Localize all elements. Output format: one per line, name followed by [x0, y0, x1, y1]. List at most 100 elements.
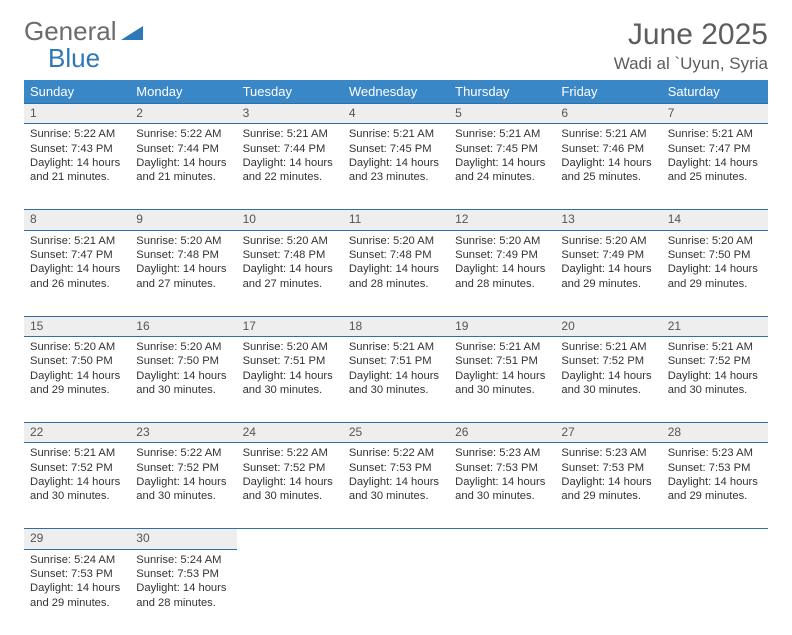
daylight-text: Daylight: 14 hours [349, 369, 443, 383]
daylight-text: and 29 minutes. [561, 489, 655, 503]
daylight-text: Daylight: 14 hours [136, 262, 230, 276]
weekday-header: Thursday [449, 80, 555, 104]
sunset-text: Sunset: 7:48 PM [349, 248, 443, 262]
daynum-row: 891011121314 [24, 210, 768, 230]
day-cell: Sunrise: 5:20 AMSunset: 7:48 PMDaylight:… [237, 230, 343, 316]
day-number: 6 [561, 106, 568, 120]
day-number-cell: 23 [130, 423, 236, 443]
day-number-cell: 16 [130, 316, 236, 336]
day-number-cell: 25 [343, 423, 449, 443]
daylight-text: Daylight: 14 hours [668, 475, 762, 489]
day-cell: Sunrise: 5:23 AMSunset: 7:53 PMDaylight:… [555, 443, 661, 529]
day-number-cell: 29 [24, 529, 130, 549]
day-number: 16 [136, 319, 149, 333]
day-number-cell: 7 [662, 104, 768, 124]
day-number: 21 [668, 319, 681, 333]
day-cell: Sunrise: 5:22 AMSunset: 7:44 PMDaylight:… [130, 124, 236, 210]
sunset-text: Sunset: 7:52 PM [561, 354, 655, 368]
daylight-text: and 30 minutes. [30, 489, 124, 503]
daylight-text: and 29 minutes. [30, 383, 124, 397]
day-cell: Sunrise: 5:20 AMSunset: 7:50 PMDaylight:… [24, 337, 130, 423]
daylight-text: and 30 minutes. [349, 383, 443, 397]
sunset-text: Sunset: 7:48 PM [136, 248, 230, 262]
daylight-text: and 27 minutes. [243, 277, 337, 291]
day-number: 25 [349, 425, 362, 439]
week-row: Sunrise: 5:24 AMSunset: 7:53 PMDaylight:… [24, 549, 768, 635]
daynum-row: 1234567 [24, 104, 768, 124]
day-number: 23 [136, 425, 149, 439]
daylight-text: and 22 minutes. [243, 170, 337, 184]
sunset-text: Sunset: 7:50 PM [30, 354, 124, 368]
daylight-text: Daylight: 14 hours [30, 262, 124, 276]
day-number: 2 [136, 106, 143, 120]
daynum-row: 15161718192021 [24, 316, 768, 336]
day-number: 28 [668, 425, 681, 439]
sunrise-text: Sunrise: 5:20 AM [455, 234, 549, 248]
sunrise-text: Sunrise: 5:22 AM [136, 127, 230, 141]
sunset-text: Sunset: 7:47 PM [30, 248, 124, 262]
page-subtitle: Wadi al `Uyun, Syria [614, 54, 768, 74]
daylight-text: Daylight: 14 hours [349, 156, 443, 170]
day-number-cell [237, 529, 343, 549]
day-number-cell: 2 [130, 104, 236, 124]
day-number-cell: 13 [555, 210, 661, 230]
sunrise-text: Sunrise: 5:23 AM [561, 446, 655, 460]
sunset-text: Sunset: 7:51 PM [455, 354, 549, 368]
sunset-text: Sunset: 7:52 PM [243, 461, 337, 475]
sunrise-text: Sunrise: 5:21 AM [455, 340, 549, 354]
sunrise-text: Sunrise: 5:23 AM [455, 446, 549, 460]
day-number-cell: 5 [449, 104, 555, 124]
sunset-text: Sunset: 7:48 PM [243, 248, 337, 262]
day-number: 8 [30, 212, 37, 226]
daylight-text: and 25 minutes. [668, 170, 762, 184]
day-cell: Sunrise: 5:22 AMSunset: 7:53 PMDaylight:… [343, 443, 449, 529]
sunset-text: Sunset: 7:43 PM [30, 142, 124, 156]
sunrise-text: Sunrise: 5:21 AM [349, 127, 443, 141]
day-cell: Sunrise: 5:20 AMSunset: 7:51 PMDaylight:… [237, 337, 343, 423]
daylight-text: and 30 minutes. [243, 383, 337, 397]
day-number-cell: 6 [555, 104, 661, 124]
day-cell: Sunrise: 5:21 AMSunset: 7:51 PMDaylight:… [449, 337, 555, 423]
calendar-page: General Blue June 2025 Wadi al `Uyun, Sy… [0, 0, 792, 612]
day-number: 29 [30, 531, 43, 545]
daylight-text: and 29 minutes. [561, 277, 655, 291]
day-cell: Sunrise: 5:20 AMSunset: 7:50 PMDaylight:… [130, 337, 236, 423]
day-number-cell: 14 [662, 210, 768, 230]
day-number: 1 [30, 106, 37, 120]
day-number: 30 [136, 531, 149, 545]
daylight-text: and 30 minutes. [561, 383, 655, 397]
daylight-text: Daylight: 14 hours [561, 369, 655, 383]
logo-text-1: General [24, 18, 117, 45]
sunrise-text: Sunrise: 5:20 AM [561, 234, 655, 248]
daylight-text: and 28 minutes. [455, 277, 549, 291]
day-number-cell: 17 [237, 316, 343, 336]
day-number-cell [449, 529, 555, 549]
day-number-cell: 4 [343, 104, 449, 124]
day-number-cell: 11 [343, 210, 449, 230]
sunset-text: Sunset: 7:49 PM [455, 248, 549, 262]
daylight-text: and 30 minutes. [349, 489, 443, 503]
daylight-text: and 21 minutes. [136, 170, 230, 184]
daylight-text: Daylight: 14 hours [243, 475, 337, 489]
sunset-text: Sunset: 7:44 PM [136, 142, 230, 156]
sunrise-text: Sunrise: 5:20 AM [30, 340, 124, 354]
day-cell [555, 549, 661, 635]
sunset-text: Sunset: 7:49 PM [561, 248, 655, 262]
day-number: 5 [455, 106, 462, 120]
sunset-text: Sunset: 7:52 PM [136, 461, 230, 475]
sunrise-text: Sunrise: 5:21 AM [668, 127, 762, 141]
daylight-text: Daylight: 14 hours [243, 262, 337, 276]
daylight-text: and 23 minutes. [349, 170, 443, 184]
day-cell: Sunrise: 5:20 AMSunset: 7:48 PMDaylight:… [130, 230, 236, 316]
day-number: 13 [561, 212, 574, 226]
sunrise-text: Sunrise: 5:22 AM [136, 446, 230, 460]
day-cell: Sunrise: 5:21 AMSunset: 7:52 PMDaylight:… [24, 443, 130, 529]
day-cell: Sunrise: 5:21 AMSunset: 7:47 PMDaylight:… [662, 124, 768, 210]
weekday-header: Saturday [662, 80, 768, 104]
sunset-text: Sunset: 7:51 PM [243, 354, 337, 368]
day-number: 22 [30, 425, 43, 439]
day-cell: Sunrise: 5:21 AMSunset: 7:52 PMDaylight:… [662, 337, 768, 423]
day-number: 17 [243, 319, 256, 333]
daylight-text: and 30 minutes. [668, 383, 762, 397]
daylight-text: Daylight: 14 hours [455, 475, 549, 489]
